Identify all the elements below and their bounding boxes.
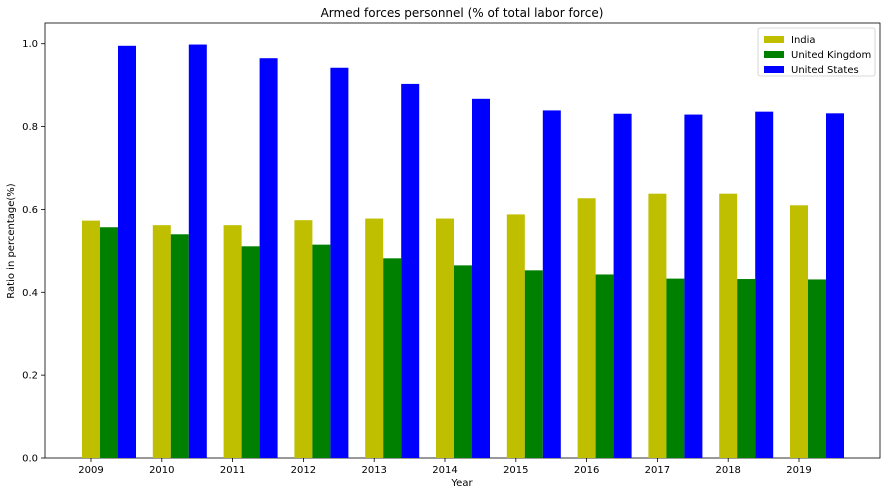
bar-united-states-2018: [755, 111, 774, 459]
bar-india-2018: [719, 193, 738, 458]
bar-united-states-2014: [472, 98, 490, 459]
bar-united-kingdom-2011: [241, 246, 260, 458]
legend-swatch-india: [764, 36, 784, 43]
x-axis-label: Year: [450, 478, 473, 489]
legend-label-united-kingdom: United Kingdom: [791, 50, 871, 61]
x-tick-label: 2017: [645, 465, 670, 476]
y-tick-label: 0.6: [22, 205, 38, 216]
bar-india-2014: [436, 218, 454, 458]
legend-label-united-states: United States: [791, 65, 859, 76]
bar-india-2017: [648, 193, 667, 458]
bar-united-kingdom-2014: [454, 265, 472, 458]
bar-united-states-2013: [401, 83, 420, 459]
bar-united-kingdom-2012: [312, 244, 331, 458]
bar-india-2019: [790, 205, 808, 458]
chart-title: Armed forces personnel (% of total labor…: [321, 6, 604, 20]
bar-united-kingdom-2016: [595, 274, 614, 458]
bar-united-states-2012: [330, 67, 349, 458]
y-tick-label: 0.8: [22, 122, 38, 133]
bar-united-kingdom-2010: [170, 234, 189, 458]
bar-united-kingdom-2017: [666, 278, 685, 458]
x-axis: 2009 2010 2011 2012 2013 2014 2015 2016 2017 2018…: [78, 458, 812, 476]
legend-label-india: India: [791, 35, 816, 46]
legend-swatch-united-states: [764, 66, 784, 73]
bar-united-states-2011: [259, 58, 278, 458]
bar-united-states-2017: [684, 114, 703, 459]
bar-india-2013: [365, 218, 384, 458]
bar-united-states-2009: [118, 45, 136, 459]
bar-india-2012: [294, 220, 313, 458]
x-tick-label: 2016: [574, 465, 599, 476]
x-tick-label: 2015: [503, 465, 528, 476]
bar-united-states-2015: [542, 110, 561, 459]
legend: India United Kingdom United States: [757, 27, 876, 77]
x-tick-label: 2019: [786, 465, 811, 476]
bar-united-kingdom-2018: [737, 279, 756, 458]
x-tick-label: 2009: [78, 465, 103, 476]
bar-united-states-2010: [188, 44, 207, 459]
x-tick-label: 2018: [715, 465, 740, 476]
bar-united-kingdom-2015: [524, 270, 543, 458]
y-tick-label: 0.0: [22, 454, 38, 465]
bar-united-kingdom-2009: [100, 227, 118, 458]
bar-united-states-2019: [826, 113, 844, 459]
bar-india-2015: [506, 214, 525, 458]
bar-united-states-2016: [613, 113, 632, 458]
bar-united-kingdom-2013: [383, 258, 402, 458]
y-axis-label: Ratio in percentage(%): [6, 183, 17, 298]
x-tick-label: 2010: [149, 465, 174, 476]
bars-group: [82, 44, 844, 459]
y-tick-label: 0.4: [22, 288, 38, 299]
y-tick-label: 0.2: [22, 371, 38, 382]
y-tick-label: 1.0: [22, 39, 38, 50]
legend-box: [757, 27, 876, 77]
bar-india-2010: [152, 225, 171, 458]
x-tick-label: 2014: [432, 465, 457, 476]
bar-india-2011: [223, 225, 242, 458]
bar-india-2009: [82, 220, 100, 458]
x-tick-label: 2011: [220, 465, 245, 476]
legend-swatch-united-kingdom: [764, 51, 784, 58]
x-tick-label: 2013: [361, 465, 386, 476]
bar-india-2016: [577, 198, 596, 458]
x-tick-label: 2012: [291, 465, 316, 476]
y-axis: 0.0 0.2 0.4 0.6 0.8 1.0: [22, 39, 45, 465]
bar-united-kingdom-2019: [808, 279, 826, 458]
